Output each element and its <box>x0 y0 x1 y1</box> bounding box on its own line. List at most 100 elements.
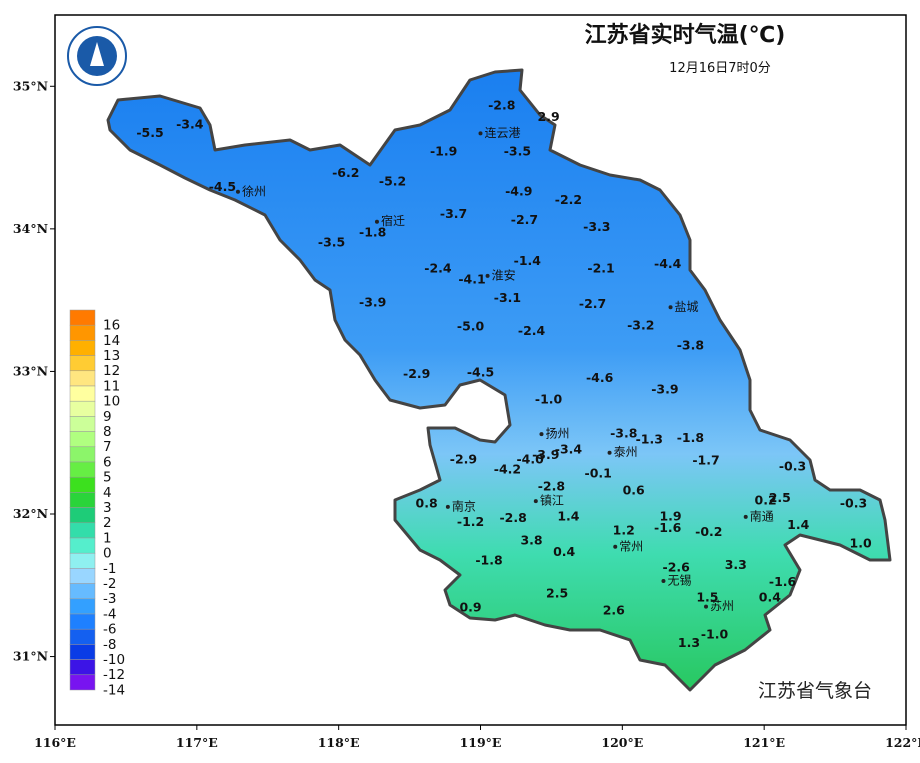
map-subtitle: 12月16日7时0分 <box>669 61 771 76</box>
city-dot <box>539 432 544 437</box>
legend-label: 12 <box>103 363 120 379</box>
station-value: -4.1 <box>458 272 485 287</box>
legend-swatch <box>69 628 96 645</box>
city-dot <box>613 544 618 549</box>
legend-swatch <box>69 340 96 356</box>
legend-swatch <box>69 355 96 372</box>
city-name: 常州 <box>619 539 643 553</box>
station-value: -2.9 <box>450 451 477 466</box>
legend-label: -2 <box>103 576 116 592</box>
logo <box>67 26 127 86</box>
station-value: -1.9 <box>430 143 457 158</box>
x-tick-label: 116°E <box>34 735 76 750</box>
legend-swatch <box>69 537 96 554</box>
legend-label: 16 <box>103 318 120 334</box>
city: 泰州 <box>607 445 638 459</box>
station-value: -3.4 <box>176 116 204 131</box>
station-value: -2.8 <box>499 510 526 525</box>
station-value: -2.8 <box>488 98 515 113</box>
station-value: -3.2 <box>627 317 654 332</box>
city-name: 连云港 <box>485 125 521 140</box>
city-dot <box>607 450 612 455</box>
station-value: 1.4 <box>787 517 809 532</box>
city: 盐城 <box>668 300 699 314</box>
city-name: 徐州 <box>242 183 266 198</box>
legend-label: 7 <box>103 439 112 455</box>
city-name: 苏州 <box>710 599 734 613</box>
station-value: -2.1 <box>587 260 614 275</box>
station-value: -3.8 <box>610 426 637 441</box>
legend-swatch <box>69 416 96 432</box>
city-name: 镇江 <box>540 494 564 508</box>
x-tick-label: 118°E <box>318 735 360 750</box>
legend-label: -6 <box>103 622 116 638</box>
city-dot <box>704 604 709 609</box>
station-value: -3.4 <box>555 441 583 456</box>
city: 南京 <box>445 498 476 513</box>
station-value: -4.6 <box>586 370 614 385</box>
station-value: -0.3 <box>779 458 806 473</box>
station-value: -1.6 <box>654 520 682 535</box>
y-tick-label: 34°N <box>13 221 48 236</box>
legend-label: -10 <box>103 652 125 668</box>
city-dot <box>661 579 666 584</box>
station-value: -6.2 <box>332 165 359 180</box>
station-value: 1.5 <box>696 590 718 605</box>
x-tick-label: 122°E <box>885 735 920 750</box>
legend-swatch <box>69 446 96 463</box>
station-value: -3.5 <box>318 235 345 250</box>
city-dot <box>485 273 490 278</box>
legend-label: 4 <box>103 485 112 501</box>
station-value: -3.3 <box>583 219 610 234</box>
y-tick-label: 35°N <box>13 78 48 93</box>
agency-label: 江苏省气象台 <box>758 680 872 702</box>
city-name: 淮安 <box>492 267 516 282</box>
city-name: 无锡 <box>667 573 691 588</box>
station-value: 0.2 <box>755 493 777 508</box>
x-tick-label: 121°E <box>743 735 785 750</box>
station-value: -1.8 <box>359 225 386 240</box>
station-value: -2.9 <box>403 366 430 381</box>
legend-label: 13 <box>103 348 120 364</box>
station-value: -2.8 <box>538 478 565 493</box>
x-tick-label: 119°E <box>460 735 502 750</box>
station-value: -3.5 <box>504 143 531 158</box>
station-value: 3.3 <box>725 557 747 572</box>
station-value: 1.0 <box>850 535 872 550</box>
city-name: 盐城 <box>675 300 699 314</box>
station-value: -2.4 <box>518 323 546 338</box>
legend-label: -14 <box>103 682 125 698</box>
legend-label: -8 <box>103 637 116 653</box>
y-tick-label: 31°N <box>13 649 48 664</box>
station-value: 2.9 <box>538 109 560 124</box>
station-value: 0.9 <box>459 600 481 615</box>
station-value: -0.1 <box>585 466 612 481</box>
legend-label: 3 <box>103 500 112 516</box>
legend-swatch <box>69 522 96 539</box>
city-dot <box>235 189 240 194</box>
legend-swatch <box>69 400 96 417</box>
city: 扬州 <box>539 426 570 441</box>
station-value: 2.5 <box>546 585 568 600</box>
station-value: 2.5 <box>769 490 791 505</box>
legend-swatch <box>69 476 96 493</box>
legend-swatch <box>69 324 96 341</box>
city-name: 南京 <box>452 498 476 513</box>
station-value: -1.3 <box>636 431 663 446</box>
city: 淮安 <box>485 267 516 282</box>
legend-swatch <box>69 552 96 569</box>
city: 苏州 <box>704 599 734 613</box>
city: 镇江 <box>533 494 564 508</box>
station-value: 1.9 <box>659 508 681 523</box>
station-value: 0.6 <box>623 483 645 498</box>
station-value: -5.0 <box>457 319 485 334</box>
station-value: -1.6 <box>769 574 797 589</box>
legend-label: -4 <box>103 606 116 622</box>
station-value: -2.7 <box>511 212 538 227</box>
legend-swatch <box>69 568 96 584</box>
station-value: 0.4 <box>553 544 575 559</box>
map-title: 江苏省实时气温(℃) <box>585 22 786 48</box>
station-value: -3.1 <box>494 290 521 305</box>
city: 无锡 <box>661 573 691 588</box>
station-value: -1.8 <box>475 553 502 568</box>
